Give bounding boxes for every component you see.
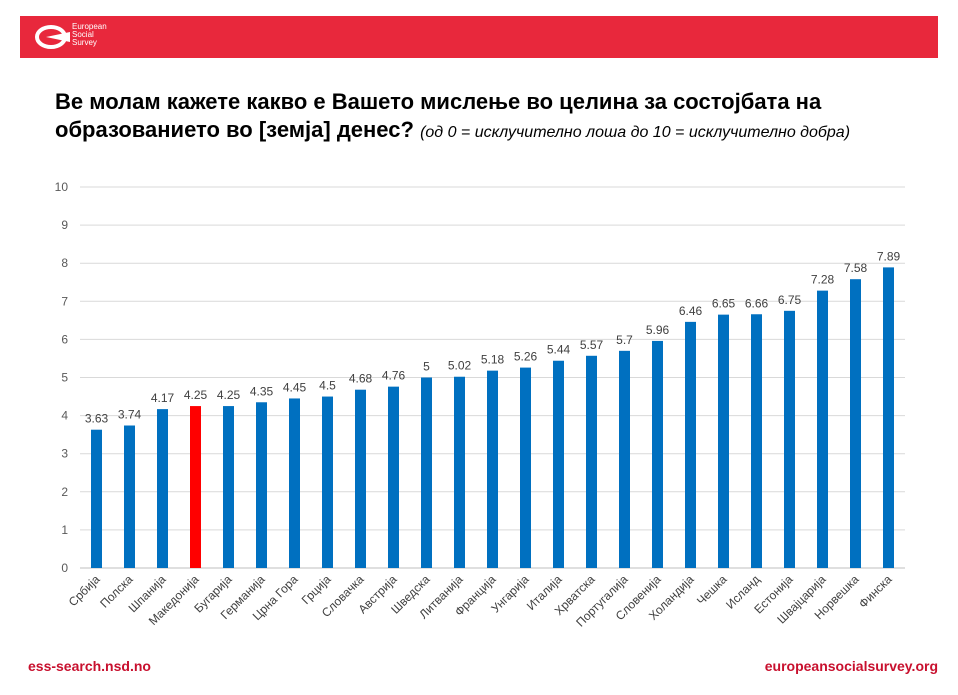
data-label: 7.58 <box>844 261 868 275</box>
data-label: 6.46 <box>679 304 703 318</box>
y-tick-label: 7 <box>61 294 68 308</box>
bar <box>817 290 828 568</box>
bar <box>553 360 564 568</box>
bar <box>487 370 498 568</box>
bar <box>421 377 432 568</box>
chart-title-main: Ве молам кажете какво е Вашето мислење в… <box>55 89 822 142</box>
bar <box>751 314 762 568</box>
bar <box>157 409 168 568</box>
chart-title-sub: (од 0 = исклучително лоша до 10 = исклуч… <box>420 124 851 141</box>
bar <box>652 340 663 568</box>
data-label: 3.63 <box>85 412 109 426</box>
bar <box>685 321 696 568</box>
data-label: 5 <box>423 360 430 374</box>
x-tick-label: Финска <box>856 572 895 611</box>
data-label: 4.5 <box>319 379 336 393</box>
bar <box>223 406 234 568</box>
data-label: 6.65 <box>712 297 736 311</box>
bar <box>454 376 465 568</box>
logo-line-3: Survey <box>72 38 97 47</box>
footer-link-ess-search[interactable]: ess-search.nsd.no <box>28 658 151 674</box>
bar <box>520 367 531 568</box>
ess-logo-icon <box>35 25 74 49</box>
bar <box>784 310 795 568</box>
bar <box>256 402 267 568</box>
bar <box>124 425 135 568</box>
bar <box>388 386 399 568</box>
ess-logo: European Social Survey <box>34 23 107 51</box>
bar <box>586 355 597 568</box>
y-tick-label: 5 <box>61 371 68 385</box>
data-label: 5.96 <box>646 323 670 337</box>
data-label: 4.17 <box>151 391 175 405</box>
chart-title: Ве молам кажете какво е Вашето мислење в… <box>55 88 915 147</box>
data-label: 4.68 <box>349 372 373 386</box>
bar <box>619 350 630 568</box>
data-label: 4.76 <box>382 369 406 383</box>
data-label: 7.89 <box>877 249 901 263</box>
data-label: 5.02 <box>448 359 472 373</box>
y-tick-label: 8 <box>61 256 68 270</box>
bar <box>91 429 102 568</box>
bar <box>883 267 894 568</box>
y-tick-label: 0 <box>61 561 68 575</box>
ess-logo-text: European Social Survey <box>72 23 107 47</box>
data-label: 3.74 <box>118 408 142 422</box>
y-tick-label: 9 <box>61 218 68 232</box>
data-label: 4.35 <box>250 384 274 398</box>
data-label: 5.26 <box>514 350 538 364</box>
bar <box>322 396 333 568</box>
x-tick-label: Србија <box>66 572 103 609</box>
bar <box>850 279 861 568</box>
y-tick-label: 3 <box>61 447 68 461</box>
bar <box>355 389 366 568</box>
logo-line-2: Social <box>72 30 94 39</box>
data-label: 6.75 <box>778 293 802 307</box>
data-label: 4.25 <box>217 388 241 402</box>
bar <box>190 406 201 568</box>
y-tick-label: 1 <box>61 523 68 537</box>
data-label: 5.7 <box>616 333 633 347</box>
logo-line-1: European <box>72 22 107 31</box>
footer-link-ess-website[interactable]: europeansocialsurvey.org <box>764 658 938 674</box>
header-banner: European Social Survey <box>20 16 938 58</box>
data-label: 5.18 <box>481 353 505 367</box>
y-tick-label: 4 <box>61 409 68 423</box>
data-label: 5.44 <box>547 343 571 357</box>
y-tick-label: 2 <box>61 485 68 499</box>
data-label: 6.66 <box>745 296 769 310</box>
y-tick-label: 6 <box>61 332 68 346</box>
data-label: 7.28 <box>811 273 835 287</box>
data-label: 4.45 <box>283 380 307 394</box>
bar <box>718 314 729 568</box>
data-label: 4.25 <box>184 388 208 402</box>
y-tick-label: 10 <box>55 180 69 194</box>
data-label: 5.57 <box>580 338 604 352</box>
bar <box>289 398 300 568</box>
